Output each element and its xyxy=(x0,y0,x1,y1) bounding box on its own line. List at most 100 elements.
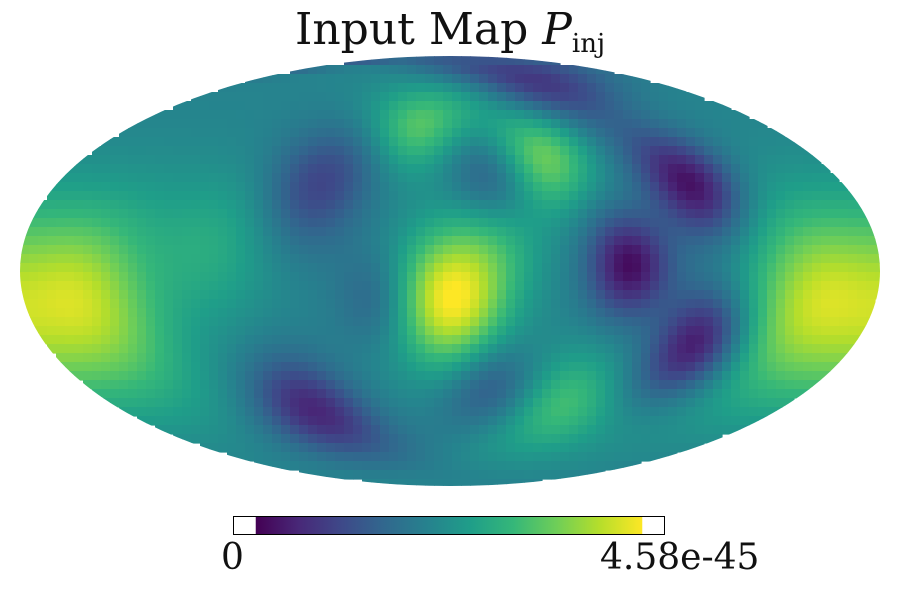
map-pixel xyxy=(506,83,516,93)
map-pixel xyxy=(452,407,462,417)
map-pixel xyxy=(785,146,795,156)
map-pixel xyxy=(416,335,426,345)
map-pixel xyxy=(299,371,309,381)
map-pixel xyxy=(218,146,228,156)
map-pixel xyxy=(731,173,741,183)
map-pixel xyxy=(695,398,705,408)
map-pixel xyxy=(344,74,354,84)
map-pixel xyxy=(110,182,120,192)
map-pixel xyxy=(380,236,390,246)
map-pixel xyxy=(542,182,552,192)
map-pixel xyxy=(272,398,282,408)
map-pixel xyxy=(713,416,723,426)
map-pixel xyxy=(686,443,696,453)
map-pixel xyxy=(677,371,687,381)
map-pixel xyxy=(533,218,543,228)
map-pixel xyxy=(605,335,615,345)
map-pixel xyxy=(524,344,534,354)
map-pixel xyxy=(605,218,615,228)
map-pixel xyxy=(83,173,93,183)
map-pixel xyxy=(362,461,372,471)
map-pixel xyxy=(542,308,552,318)
map-pixel xyxy=(479,200,489,210)
map-pixel xyxy=(380,209,390,219)
map-pixel xyxy=(479,227,489,237)
map-pixel xyxy=(317,380,327,390)
map-pixel xyxy=(290,326,300,336)
map-pixel xyxy=(713,146,723,156)
map-pixel xyxy=(92,281,102,291)
map-pixel xyxy=(632,209,642,219)
map-pixel xyxy=(515,281,525,291)
map-pixel xyxy=(794,164,804,174)
map-pixel xyxy=(821,164,831,174)
map-pixel xyxy=(425,92,435,102)
map-pixel xyxy=(542,263,552,273)
map-pixel xyxy=(308,164,318,174)
map-pixel xyxy=(677,425,687,435)
map-pixel xyxy=(425,398,435,408)
map-pixel xyxy=(290,74,300,84)
map-pixel xyxy=(398,308,408,318)
map-pixel xyxy=(587,380,597,390)
map-pixel xyxy=(218,92,228,102)
map-pixel xyxy=(371,344,381,354)
map-pixel xyxy=(299,101,309,111)
map-pixel xyxy=(749,227,759,237)
map-pixel xyxy=(281,74,291,84)
map-pixel xyxy=(596,371,606,381)
map-pixel xyxy=(200,92,210,102)
map-pixel xyxy=(308,236,318,246)
map-pixel xyxy=(227,353,237,363)
map-pixel xyxy=(263,452,273,462)
map-pixel xyxy=(749,299,759,309)
map-pixel xyxy=(416,56,426,66)
map-pixel xyxy=(371,200,381,210)
map-pixel xyxy=(776,281,786,291)
map-pixel xyxy=(407,101,417,111)
map-pixel xyxy=(218,245,228,255)
map-pixel xyxy=(56,353,66,363)
map-pixel xyxy=(821,254,831,264)
map-pixel xyxy=(452,335,462,345)
map-pixel xyxy=(596,425,606,435)
map-pixel xyxy=(812,263,822,273)
map-pixel xyxy=(461,101,471,111)
map-pixel xyxy=(236,227,246,237)
map-pixel xyxy=(182,209,192,219)
map-pixel xyxy=(479,74,489,84)
map-pixel xyxy=(515,254,525,264)
map-pixel xyxy=(119,290,129,300)
map-pixel xyxy=(848,245,858,255)
map-pixel xyxy=(407,182,417,192)
map-pixel xyxy=(335,236,345,246)
map-pixel xyxy=(434,443,444,453)
map-pixel xyxy=(551,83,561,93)
map-pixel xyxy=(668,227,678,237)
map-pixel xyxy=(299,398,309,408)
map-pixel xyxy=(164,263,174,273)
map-pixel xyxy=(119,308,129,318)
map-pixel xyxy=(146,371,156,381)
map-pixel xyxy=(191,362,201,372)
map-pixel xyxy=(443,245,453,255)
map-pixel xyxy=(551,443,561,453)
map-pixel xyxy=(236,146,246,156)
map-pixel xyxy=(290,65,300,75)
map-pixel xyxy=(659,281,669,291)
map-pixel xyxy=(452,263,462,273)
map-pixel xyxy=(425,182,435,192)
map-pixel xyxy=(236,290,246,300)
map-pixel xyxy=(380,299,390,309)
map-pixel xyxy=(308,83,318,93)
map-pixel xyxy=(569,317,579,327)
map-pixel xyxy=(308,371,318,381)
map-pixel xyxy=(245,380,255,390)
map-pixel xyxy=(362,344,372,354)
map-pixel xyxy=(605,371,615,381)
map-pixel xyxy=(812,326,822,336)
map-pixel xyxy=(434,218,444,228)
map-pixel xyxy=(119,164,129,174)
map-pixel xyxy=(866,227,876,237)
map-pixel xyxy=(182,146,192,156)
